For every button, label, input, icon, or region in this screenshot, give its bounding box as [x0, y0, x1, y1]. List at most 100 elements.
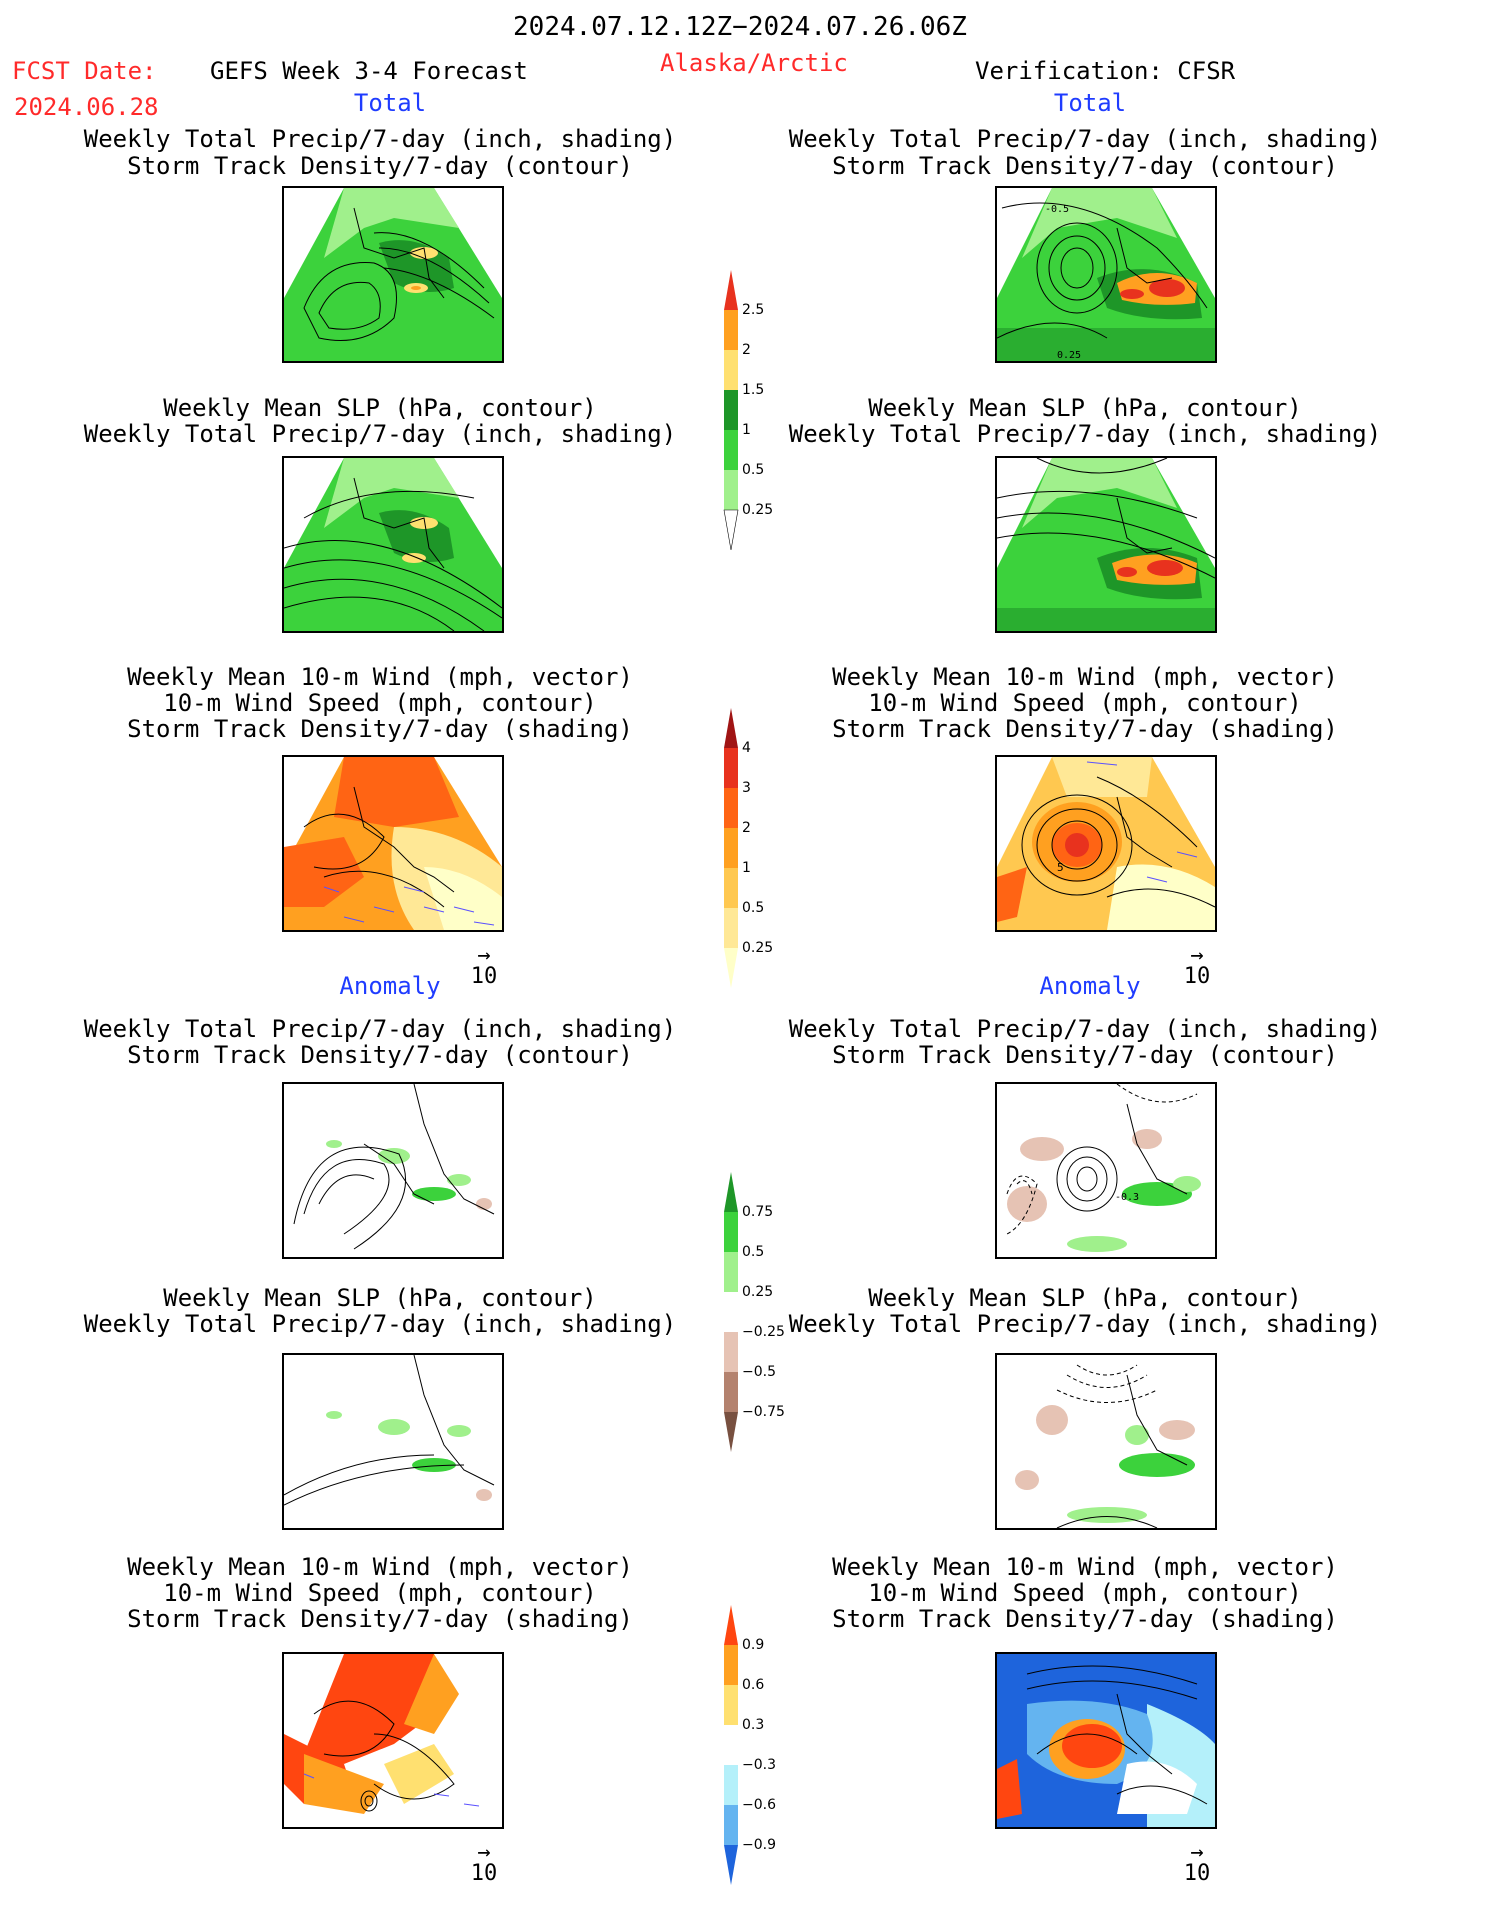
colorbar-segment: [724, 788, 738, 828]
right-r2-title-2: Weekly Total Precip/7-day (inch, shading…: [788, 420, 1382, 448]
right-r4-title-1: Weekly Total Precip/7-day (inch, shading…: [788, 1015, 1382, 1043]
vector-ref-right-r6: →: [1190, 1840, 1204, 1865]
colorbar-tick-label: 0.9: [742, 1637, 765, 1653]
right-r3-title-3: Storm Track Density/7-day (shading): [832, 715, 1338, 743]
right-r6-title-3: Storm Track Density/7-day (shading): [832, 1605, 1338, 1633]
left-anomaly-label: Anomaly: [339, 972, 441, 1000]
colorbar-top-triangle: [724, 270, 738, 310]
model-title: GEFS Week 3-4 Forecast: [210, 57, 528, 85]
left-r6-title-3: Storm Track Density/7-day (shading): [127, 1605, 633, 1633]
left-r2-title-1: Weekly Mean SLP (hPa, contour): [163, 394, 597, 422]
colorbar-tick-label: −0.75: [742, 1404, 785, 1420]
colorbar-segment: [724, 1332, 738, 1372]
map-left-precip-storm-total: [282, 186, 504, 363]
contour-label-neg-point3: -0.3: [1115, 1192, 1139, 1203]
colorbar-tick-label: 0.3: [742, 1717, 765, 1733]
colorbar-segment: [724, 748, 738, 788]
verification-title: Verification: CFSR: [975, 57, 1236, 85]
colorbar-storm-anom: 0.9 0.6 0.3 −0.3 −0.6 −0.9: [722, 1605, 802, 1895]
contour-label-quarter: 0.25: [1057, 350, 1081, 361]
colorbar-segment: [724, 390, 738, 430]
colorbar-bottom-triangle: [724, 948, 738, 988]
vector-ref-left-r3-label: 10: [470, 964, 498, 989]
right-r1-title-2: Storm Track Density/7-day (contour): [832, 152, 1338, 180]
colorbar-tick-label: 2.5: [742, 302, 765, 318]
map-right-wind-storm-total: 5: [995, 755, 1217, 932]
colorbar-segment: [724, 470, 738, 510]
colorbar-tick-label: −0.25: [742, 1324, 785, 1340]
vector-ref-right-r3: →: [1190, 943, 1204, 968]
right-r6-title-1: Weekly Mean 10-m Wind (mph, vector): [832, 1553, 1338, 1581]
map-left-precip-storm-anom: [282, 1082, 504, 1259]
colorbar-tick-label: 0.75: [742, 1204, 774, 1220]
vector-ref-left-r6: →: [477, 1840, 491, 1865]
fcst-date-value: 2024.06.28: [14, 93, 159, 121]
colorbar-segment: [724, 1252, 738, 1292]
vector-ref-left-r6-label: 10: [470, 1861, 498, 1886]
colorbar-tick-label: 1: [742, 422, 751, 438]
colorbar-precip-total: 2.5 2 1.5 1 0.5 0.25: [722, 270, 802, 560]
left-r3-title-3: Storm Track Density/7-day (shading): [127, 715, 633, 743]
left-r3-title-1: Weekly Mean 10-m Wind (mph, vector): [127, 663, 633, 691]
date-range-title: 2024.07.12.12Z−2024.07.26.06Z: [513, 12, 967, 42]
right-anomaly-label: Anomaly: [1039, 972, 1141, 1000]
left-r5-title-2: Weekly Total Precip/7-day (inch, shading…: [83, 1310, 677, 1338]
left-r4-title-2: Storm Track Density/7-day (contour): [127, 1041, 633, 1069]
vector-ref-left-r3: →: [477, 943, 491, 968]
left-r6-title-1: Weekly Mean 10-m Wind (mph, vector): [127, 1553, 633, 1581]
left-r4-title-1: Weekly Total Precip/7-day (inch, shading…: [83, 1015, 677, 1043]
colorbar-segment: [724, 1725, 738, 1765]
colorbar-tick-label: 0.5: [742, 1244, 765, 1260]
left-total-label: Total: [353, 89, 427, 117]
right-r3-title-1: Weekly Mean 10-m Wind (mph, vector): [832, 663, 1338, 691]
colorbar-tick-label: 0.25: [742, 502, 774, 518]
colorbar-top-triangle: [724, 1605, 738, 1645]
colorbar-segment: [724, 1805, 738, 1845]
colorbar-tick-label: 0.5: [742, 462, 765, 478]
colorbar-tick-label: −0.9: [742, 1837, 776, 1853]
colorbar-bottom-triangle: [723, 509, 739, 551]
colorbar-tick-label: 2: [742, 342, 751, 358]
colorbar-tick-label: 4: [742, 740, 751, 756]
left-r3-title-2: 10-m Wind Speed (mph, contour): [163, 689, 597, 717]
colorbar-segment: [724, 828, 738, 868]
colorbar-storm-total: 4 3 2 1 0.5 0.25: [722, 708, 802, 998]
colorbar-segment: [724, 310, 738, 350]
colorbar-segment: [724, 430, 738, 470]
map-right-wind-storm-anom: [995, 1652, 1217, 1829]
colorbar-tick-label: 0.6: [742, 1677, 765, 1693]
colorbar-tick-label: −0.6: [742, 1797, 776, 1813]
right-r5-title-2: Weekly Total Precip/7-day (inch, shading…: [788, 1310, 1382, 1338]
colorbar-tick-label: −0.5: [742, 1364, 776, 1380]
right-r2-title-1: Weekly Mean SLP (hPa, contour): [868, 394, 1302, 422]
colorbar-segment: [724, 1212, 738, 1252]
colorbar-tick-label: 1: [742, 860, 751, 876]
colorbar-tick-label: 2: [742, 820, 751, 836]
left-r6-title-2: 10-m Wind Speed (mph, contour): [163, 1579, 597, 1607]
right-total-label: Total: [1053, 89, 1127, 117]
left-r2-title-2: Weekly Total Precip/7-day (inch, shading…: [83, 420, 677, 448]
right-r3-title-2: 10-m Wind Speed (mph, contour): [868, 689, 1302, 717]
colorbar-tick-label: 0.25: [742, 1284, 774, 1300]
colorbar-bottom-triangle: [724, 1412, 738, 1452]
map-left-wind-storm-total: [282, 755, 504, 932]
fcst-date-label: FCST Date:: [12, 57, 157, 85]
contour-label-five: 5: [1057, 861, 1064, 874]
colorbar-segment: [724, 1292, 738, 1332]
colorbar-tick-label: −0.3: [742, 1757, 776, 1773]
map-right-slp-precip-anom: [995, 1353, 1217, 1530]
colorbar-tick-label: 1.5: [742, 382, 765, 398]
colorbar-top-triangle: [724, 1172, 738, 1212]
colorbar-segment: [724, 1372, 738, 1412]
colorbar-tick-label: 3: [742, 780, 751, 796]
right-r4-title-2: Storm Track Density/7-day (contour): [832, 1041, 1338, 1069]
map-left-wind-storm-anom: [282, 1652, 504, 1829]
colorbar-segment: [724, 868, 738, 908]
colorbar-segment: [724, 350, 738, 390]
colorbar-segment: [724, 1645, 738, 1685]
left-r5-title-1: Weekly Mean SLP (hPa, contour): [163, 1284, 597, 1312]
colorbar-segment: [724, 1685, 738, 1725]
colorbar-segment: [724, 1765, 738, 1805]
region-title: Alaska/Arctic: [660, 49, 848, 77]
colorbar-top-triangle: [724, 708, 738, 748]
